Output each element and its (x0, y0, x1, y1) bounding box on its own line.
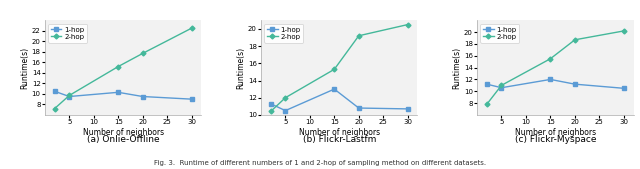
1-hop (330, 88, 338, 90)
Line: 2-hop: 2-hop (53, 26, 193, 110)
1-hop (547, 78, 554, 80)
Y-axis label: Runtime(s): Runtime(s) (452, 46, 461, 89)
Text: (b) Flickr-Lastfm: (b) Flickr-Lastfm (303, 135, 376, 144)
2-hop (139, 52, 147, 54)
1-hop (139, 95, 147, 98)
1-hop (282, 110, 289, 112)
2-hop (498, 84, 506, 86)
1-hop (571, 83, 579, 85)
Line: 1-hop: 1-hop (485, 78, 625, 90)
1-hop (65, 95, 73, 98)
2-hop (115, 66, 122, 68)
2-hop (188, 27, 195, 29)
1-hop (51, 90, 58, 92)
2-hop (620, 30, 628, 32)
Y-axis label: Runtime(s): Runtime(s) (20, 46, 29, 89)
Legend: 1-hop, 2-hop: 1-hop, 2-hop (48, 24, 87, 43)
2-hop (571, 39, 579, 41)
X-axis label: Number of neighbors: Number of neighbors (299, 128, 380, 137)
X-axis label: Number of neighbors: Number of neighbors (83, 128, 164, 137)
Line: 2-hop: 2-hop (269, 23, 410, 113)
1-hop (483, 83, 491, 85)
2-hop (51, 108, 58, 110)
1-hop (620, 87, 628, 89)
2-hop (330, 68, 338, 70)
1-hop (355, 107, 363, 109)
2-hop (282, 97, 289, 99)
2-hop (483, 103, 491, 105)
2-hop (65, 94, 73, 96)
1-hop (267, 103, 275, 105)
1-hop (404, 108, 412, 110)
Legend: 1-hop, 2-hop: 1-hop, 2-hop (481, 24, 519, 43)
Y-axis label: Runtime(s): Runtime(s) (236, 46, 245, 89)
1-hop (498, 87, 506, 89)
1-hop (115, 91, 122, 93)
1-hop (188, 98, 195, 100)
X-axis label: Number of neighbors: Number of neighbors (515, 128, 596, 137)
2-hop (404, 23, 412, 26)
Legend: 1-hop, 2-hop: 1-hop, 2-hop (264, 24, 303, 43)
2-hop (547, 58, 554, 60)
2-hop (355, 35, 363, 37)
Text: (c) Flickr-Myspace: (c) Flickr-Myspace (515, 135, 596, 144)
Line: 1-hop: 1-hop (53, 90, 193, 101)
Text: (a) Onlie-Offline: (a) Onlie-Offline (87, 135, 159, 144)
2-hop (267, 111, 275, 113)
Line: 1-hop: 1-hop (269, 87, 410, 112)
Line: 2-hop: 2-hop (485, 29, 625, 106)
Text: Fig. 3.  Runtime of different numbers of 1 and 2-hop of sampling method on diffe: Fig. 3. Runtime of different numbers of … (154, 160, 486, 166)
